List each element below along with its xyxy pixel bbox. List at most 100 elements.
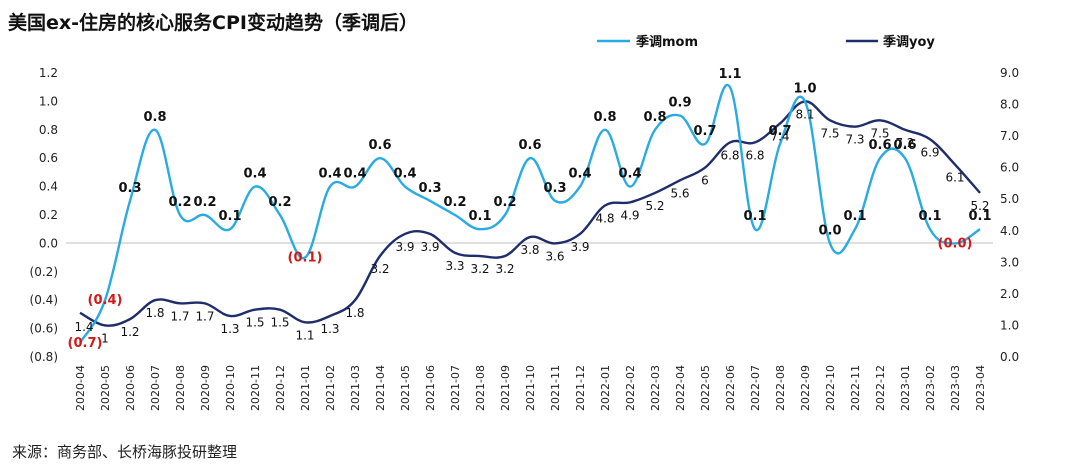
mom-data-label: 0.1 <box>918 209 941 224</box>
left-axis-tick-label: (0.2) <box>30 265 58 279</box>
right-axis-tick-label: 2.0 <box>1000 287 1019 301</box>
mom-data-label: 0.8 <box>143 110 166 125</box>
x-axis-tick-label: 2020-11 <box>249 365 262 411</box>
yoy-data-label: 7.4 <box>770 129 789 143</box>
x-axis-tick-label: 2023-02 <box>924 365 937 411</box>
mom-data-label: 0.8 <box>593 110 616 125</box>
x-axis-tick-label: 2021-06 <box>424 365 437 411</box>
yoy-data-label: 6.9 <box>920 145 939 159</box>
left-axis-tick-label: 0.8 <box>39 123 58 137</box>
mom-data-label: 0.2 <box>268 195 291 210</box>
mom-data-label: 0.6 <box>518 138 541 153</box>
yoy-data-label: 1.5 <box>245 316 264 330</box>
mom-data-label: 0.6 <box>368 138 391 153</box>
mom-data-label: (0.0) <box>938 236 973 251</box>
mom-data-label: 0.2 <box>168 195 191 210</box>
legend-label-yoy: 季调yoy <box>882 34 935 50</box>
right-axis-tick-label: 7.0 <box>1000 129 1019 143</box>
right-axis-tick-label: 9.0 <box>1000 66 1019 80</box>
x-axis-tick-label: 2020-04 <box>74 365 87 411</box>
x-axis-tick-label: 2021-08 <box>474 365 487 411</box>
yoy-data-label: 3.2 <box>495 262 514 276</box>
left-axis-tick-label: (0.8) <box>30 350 58 364</box>
yoy-data-label: 3.9 <box>420 240 439 254</box>
right-axis-tick-label: 6.0 <box>1000 161 1019 175</box>
mom-data-label: 1.1 <box>718 67 741 82</box>
yoy-data-label: 3.8 <box>520 243 539 257</box>
left-axis-tick-label: 0.4 <box>39 180 58 194</box>
yoy-data-label: 3.2 <box>470 262 489 276</box>
mom-data-label: 0.2 <box>493 195 516 210</box>
yoy-data-label: 3.6 <box>545 249 564 263</box>
mom-data-label: (0.4) <box>88 293 123 308</box>
left-axis-tick-label: 1.2 <box>39 66 58 80</box>
x-axis-tick-label: 2021-12 <box>574 365 587 411</box>
x-axis-tick-label: 2022-05 <box>699 365 712 411</box>
x-axis-tick-label: 2021-01 <box>299 365 312 411</box>
left-axis-tick-label: (0.6) <box>30 322 58 336</box>
yoy-data-label: 1.3 <box>220 322 239 336</box>
yoy-data-label: 1.8 <box>145 306 164 320</box>
yoy-data-label: 6.1 <box>945 171 964 185</box>
legend-label-mom: 季调mom <box>635 34 698 50</box>
yoy-data-label: 1.3 <box>320 322 339 336</box>
x-axis-tick-label: 2022-02 <box>624 365 637 411</box>
mom-data-label: 0.1 <box>843 209 866 224</box>
x-axis-tick-label: 2020-10 <box>224 365 237 411</box>
x-axis-tick-label: 2020-05 <box>99 365 112 411</box>
yoy-data-label: 1.5 <box>270 316 289 330</box>
mom-data-label: 0.9 <box>668 96 691 111</box>
x-axis-tick-label: 2021-11 <box>549 365 562 411</box>
x-axis-tick-label: 2023-04 <box>974 365 987 411</box>
mom-data-label: 0.1 <box>468 209 491 224</box>
yoy-data-label: 3.3 <box>445 259 464 273</box>
yoy-data-label: 3.9 <box>395 240 414 254</box>
mom-data-label: 0.6 <box>868 138 891 153</box>
left-axis-tick-label: 0.0 <box>39 236 58 250</box>
mom-data-label: 0.8 <box>643 110 666 125</box>
yoy-data-label: 6.8 <box>720 148 739 162</box>
x-axis-tick-label: 2022-07 <box>749 365 762 411</box>
series-line-mom <box>78 83 981 344</box>
chart-title: 美国ex-住房的核心服务CPI变动趋势（季调后） <box>8 12 418 34</box>
yoy-data-label: 6.8 <box>745 148 764 162</box>
mom-data-label: 0.4 <box>568 167 591 182</box>
x-axis-tick-label: 2021-05 <box>399 365 412 411</box>
mom-data-label: 0.4 <box>618 167 641 182</box>
x-axis-tick-label: 2021-09 <box>499 365 512 411</box>
yoy-data-label: 7.3 <box>845 133 864 147</box>
right-axis-tick-label: 4.0 <box>1000 224 1019 238</box>
x-axis-tick-label: 2020-07 <box>149 365 162 411</box>
x-axis-tick-label: 2021-04 <box>374 365 387 411</box>
mom-data-label: 0.2 <box>193 195 216 210</box>
x-axis-tick-label: 2020-06 <box>124 365 137 411</box>
yoy-data-label: 4.9 <box>620 208 639 222</box>
mom-data-label: 0.0 <box>818 223 841 238</box>
yoy-data-label: 1.8 <box>345 306 364 320</box>
x-axis-tick-label: 2022-06 <box>724 365 737 411</box>
mom-data-label: 0.4 <box>393 167 416 182</box>
mom-data-label: 0.7 <box>768 124 791 139</box>
x-axis-tick-label: 2020-08 <box>174 365 187 411</box>
x-axis-tick-label: 2021-07 <box>449 365 462 411</box>
left-axis-tick-label: 0.2 <box>39 208 58 222</box>
right-axis-tick-label: 1.0 <box>1000 318 1019 332</box>
mom-data-label: 0.1 <box>218 209 241 224</box>
yoy-data-label: 5.2 <box>645 199 664 213</box>
yoy-data-label: 5.6 <box>670 186 689 200</box>
mom-data-label: 0.4 <box>343 167 366 182</box>
yoy-data-label: 1 <box>101 331 109 345</box>
mom-data-label: (0.7) <box>68 336 103 351</box>
left-axis-tick-label: (0.4) <box>30 293 58 307</box>
source-note: 来源：商务部、长桥海豚投研整理 <box>12 443 238 461</box>
x-axis-tick-label: 2022-09 <box>799 365 812 411</box>
left-axis-tick-label: 1.0 <box>39 94 58 108</box>
right-axis-tick-label: 5.0 <box>1000 192 1019 206</box>
x-axis-tick-label: 2022-04 <box>674 365 687 411</box>
mom-data-label: 0.3 <box>418 181 441 196</box>
yoy-data-label: 7.2 <box>895 136 914 150</box>
mom-data-label: 0.1 <box>743 209 766 224</box>
mom-data-label: 0.4 <box>318 167 341 182</box>
yoy-data-label: 6 <box>701 174 709 188</box>
x-axis-tick-label: 2023-03 <box>949 365 962 411</box>
